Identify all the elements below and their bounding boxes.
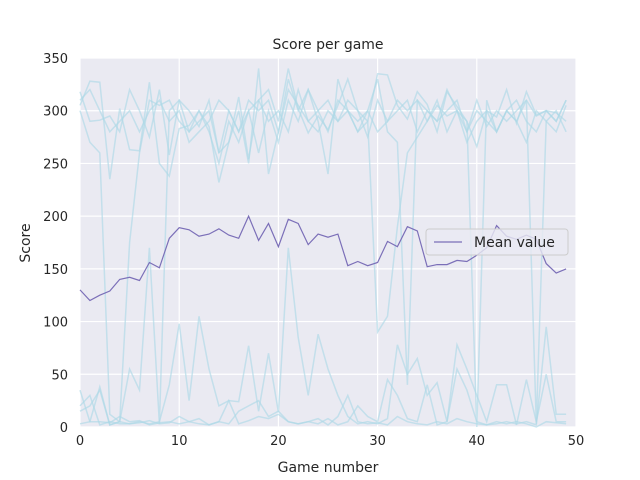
y-tick-label: 200 [43,210,68,225]
chart-title: Score per game [272,37,383,53]
x-tick-label: 0 [76,434,84,449]
x-axis-label: Game number [278,460,379,476]
run-line [79,326,567,426]
run-line [79,247,567,426]
y-tick-label: 150 [43,263,68,278]
x-tick-label: 50 [568,434,585,449]
y-tick-label: 50 [51,368,68,383]
y-tick-label: 250 [43,157,68,172]
individual-run-lines [79,68,567,428]
y-tick-label: 300 [43,105,68,120]
y-tick-label: 350 [43,52,68,67]
run-line [79,86,567,144]
legend: Mean value [425,228,569,256]
legend-label: Mean value [474,235,555,251]
x-axis-ticks: 0 10 20 30 40 50 [76,434,584,449]
x-tick-label: 10 [171,434,188,449]
x-tick-label: 40 [469,434,486,449]
legend-box [425,228,569,256]
x-tick-label: 30 [369,434,386,449]
x-tick-label: 20 [270,434,287,449]
y-axis-label: Score [18,223,34,262]
run-line [79,68,567,428]
y-axis-ticks: 0 50 100 150 200 250 300 350 [43,52,68,436]
y-tick-label: 0 [60,421,68,436]
y-tick-label: 100 [43,316,68,331]
